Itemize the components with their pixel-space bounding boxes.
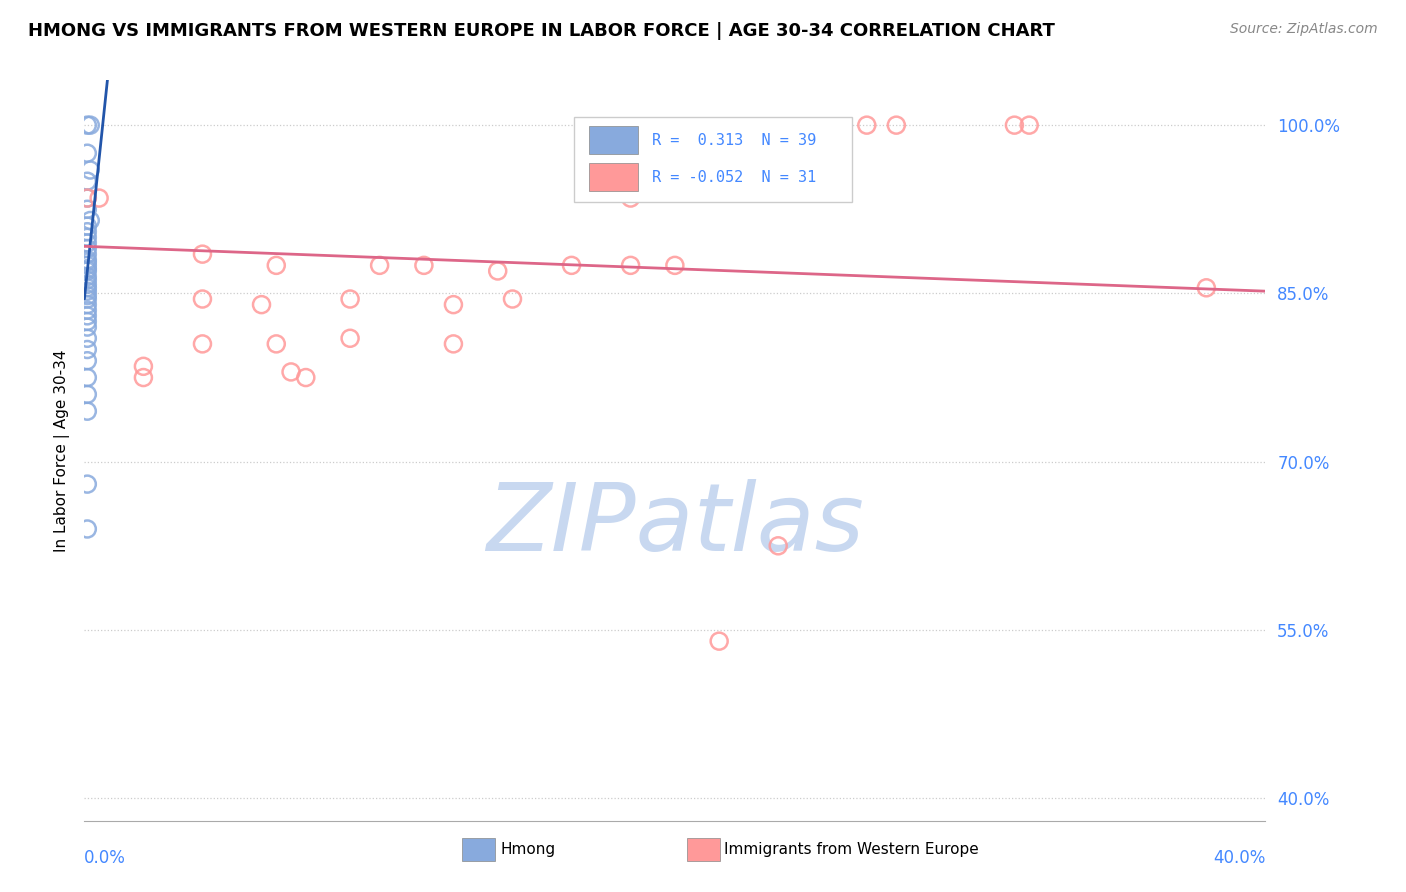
Text: R =  0.313  N = 39: R = 0.313 N = 39 [652, 133, 817, 148]
Point [76, 235, 98, 250]
Point [76, 264, 98, 278]
Point [250, 298, 273, 312]
Point [191, 292, 214, 306]
Point [664, 259, 686, 273]
Point [856, 118, 879, 132]
Bar [589, 126, 638, 154]
Point [76, 230, 98, 244]
Point [76, 118, 98, 132]
Point [501, 292, 523, 306]
Point [339, 331, 361, 345]
Point [76, 146, 98, 161]
Point [76, 387, 98, 401]
Point [620, 259, 643, 273]
Point [76, 174, 98, 188]
Point [561, 259, 583, 273]
Point [280, 365, 302, 379]
Point [486, 264, 509, 278]
Point [620, 191, 643, 205]
Point [76, 320, 98, 334]
Point [76, 404, 98, 418]
Point [76, 219, 98, 233]
Point [76, 277, 98, 292]
Point [76, 314, 98, 328]
Point [768, 539, 790, 553]
Point [76, 191, 98, 205]
Point [76, 259, 98, 273]
Point [1195, 281, 1218, 295]
Text: 40.0%: 40.0% [1213, 848, 1265, 867]
Point [76, 522, 98, 536]
Point [1004, 118, 1026, 132]
Point [87, 191, 111, 205]
Point [132, 370, 155, 384]
Point [76, 331, 98, 345]
Bar [589, 163, 638, 191]
Point [191, 337, 214, 351]
Point [132, 359, 155, 374]
Y-axis label: In Labor Force | Age 30-34: In Labor Force | Age 30-34 [55, 349, 70, 552]
Point [76, 273, 98, 287]
Text: Hmong: Hmong [501, 842, 555, 857]
Point [76, 225, 98, 239]
Point [886, 118, 908, 132]
Point [79, 163, 101, 178]
Point [76, 284, 98, 298]
Point [76, 191, 98, 205]
Point [368, 259, 391, 273]
Point [1018, 118, 1040, 132]
Point [443, 337, 465, 351]
Text: ZIPatlas: ZIPatlas [486, 479, 863, 570]
Point [76, 261, 98, 276]
Point [76, 242, 98, 256]
Point [76, 288, 98, 302]
Point [76, 269, 98, 284]
Point [76, 477, 98, 491]
Point [76, 281, 98, 295]
Point [76, 309, 98, 323]
Point [191, 247, 214, 261]
Point [295, 370, 318, 384]
Point [76, 255, 98, 269]
Point [79, 213, 101, 227]
Bar [463, 838, 495, 862]
Point [76, 202, 98, 217]
Bar [686, 838, 720, 862]
Point [76, 353, 98, 368]
Point [76, 252, 98, 267]
Point [76, 292, 98, 306]
Text: Immigrants from Western Europe: Immigrants from Western Europe [724, 842, 979, 857]
Point [76, 343, 98, 357]
Point [76, 298, 98, 312]
Text: 0.0%: 0.0% [84, 848, 127, 867]
Point [413, 259, 436, 273]
Text: HMONG VS IMMIGRANTS FROM WESTERN EUROPE IN LABOR FORCE | AGE 30-34 CORRELATION C: HMONG VS IMMIGRANTS FROM WESTERN EUROPE … [28, 22, 1054, 40]
Point [709, 634, 731, 648]
Point [266, 259, 288, 273]
Point [76, 247, 98, 261]
Text: R = -0.052  N = 31: R = -0.052 N = 31 [652, 169, 817, 185]
Point [76, 303, 98, 318]
Point [443, 298, 465, 312]
Point [339, 292, 361, 306]
Bar [575, 118, 852, 202]
Text: Source: ZipAtlas.com: Source: ZipAtlas.com [1230, 22, 1378, 37]
Point [79, 118, 101, 132]
Point [266, 337, 288, 351]
Point [76, 370, 98, 384]
